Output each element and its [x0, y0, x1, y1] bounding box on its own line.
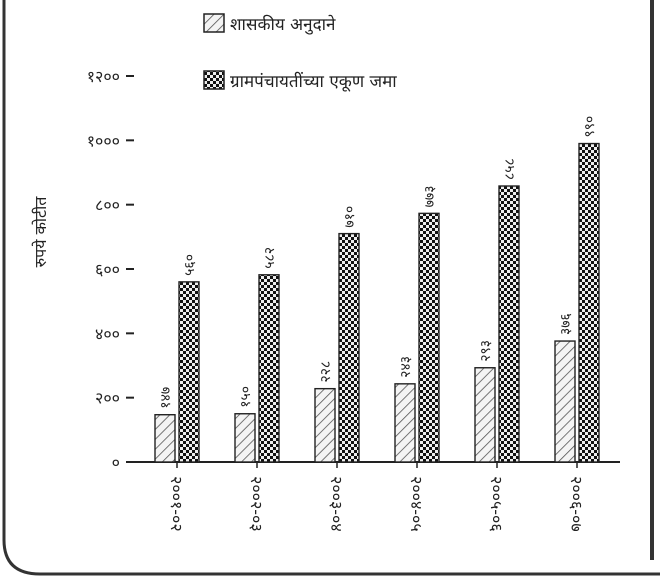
bar-value-label: ७१०: [342, 206, 358, 228]
bar-total: [418, 212, 440, 463]
y-tick-label: ८००: [95, 196, 120, 215]
legend: शासकीय अनुदाने ग्रामपंचायतींच्या एकूण जम…: [203, 13, 397, 92]
bar-grants: [154, 414, 176, 463]
bar-value-label: २९३: [478, 340, 494, 362]
x-tick-label: २००५-०६: [487, 476, 506, 532]
bar-value-label: २२८: [318, 361, 334, 383]
x-tick-label: २००१-०२: [167, 476, 186, 532]
legend-label-total: ग्रामपंचायतींच्या एकूण जमा: [230, 71, 397, 92]
bar-value-label: ७७३: [422, 186, 438, 208]
legend-swatch-grants: [203, 13, 225, 33]
bar-value-label: ३७६: [558, 313, 574, 335]
bars: १४७ ५६० १५० ५८२ २२८ ७१० २४३ ७७३ २९३ ८५८ ३७६ ९९०: [154, 116, 600, 463]
x-ticks: २००१-०२ २००२-०३ २००३-०४ २००४-०५ २००५-०६ २००६-…: [167, 462, 586, 532]
bar-total: [258, 274, 280, 463]
x-tick-label: २००६-०७: [567, 476, 586, 532]
y-axis-label: रुपये कोटीत: [31, 196, 50, 268]
bar-value-label: ९९०: [582, 116, 598, 138]
x-tick-label: २००३-०४: [327, 476, 346, 532]
bar-grants: [554, 340, 576, 463]
bar-value-label: ५८२: [262, 247, 278, 269]
bar-grants: [394, 383, 416, 463]
bar-total: [178, 281, 200, 463]
bar-grants: [474, 367, 496, 463]
bar-total: [578, 142, 600, 463]
y-tick-label: ०: [112, 453, 120, 472]
bar-grants: [234, 413, 256, 463]
bar-value-label: ५६०: [182, 254, 198, 276]
bar-value-label: १४७: [158, 387, 174, 409]
bar-grants: [314, 387, 336, 463]
bar-value-label: १५०: [238, 386, 254, 408]
y-tick-label: १०००: [87, 131, 120, 150]
x-tick-label: २००४-०५: [407, 476, 426, 532]
y-tick-label: ४००: [95, 324, 120, 343]
y-tick-label: २००: [95, 389, 120, 408]
legend-swatch-total: [203, 70, 225, 90]
bar-total: [498, 185, 520, 463]
y-ticks: ० २०० ४०० ६०० ८०० १००० १२००: [87, 67, 134, 472]
y-tick-label: १२००: [87, 67, 120, 86]
x-tick-label: २००२-०३: [247, 476, 266, 532]
bar-total: [338, 232, 360, 463]
y-tick-label: ६००: [95, 260, 120, 279]
frame-left-border: [2, 0, 660, 576]
bar-value-label: २४३: [398, 356, 414, 378]
legend-label-grants: शासकीय अनुदाने: [230, 14, 336, 35]
bar-value-label: ८५८: [502, 158, 518, 180]
